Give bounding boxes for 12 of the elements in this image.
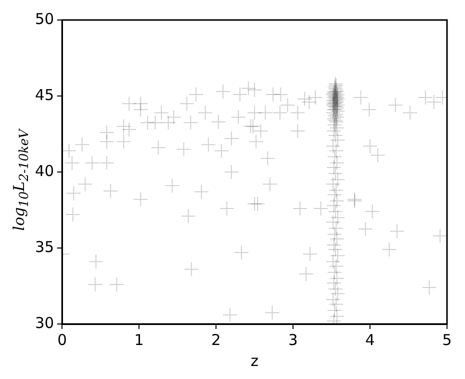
y-tick-label: 30 xyxy=(34,314,54,332)
x-tick-label: 2 xyxy=(211,330,221,349)
y-tick-label: 50 xyxy=(34,10,54,28)
x-tick-label: 5 xyxy=(442,330,452,349)
x-tick-label: 1 xyxy=(134,330,144,349)
y-tick-label: 45 xyxy=(34,86,54,104)
x-tick-label: 0 xyxy=(57,330,67,349)
x-tick-label: 3 xyxy=(288,330,298,349)
x-axis-title: z xyxy=(250,352,259,370)
y-tick-label: 35 xyxy=(34,238,54,256)
y-tick-label: 40 xyxy=(34,162,54,180)
x-tick-label: 4 xyxy=(365,330,375,349)
